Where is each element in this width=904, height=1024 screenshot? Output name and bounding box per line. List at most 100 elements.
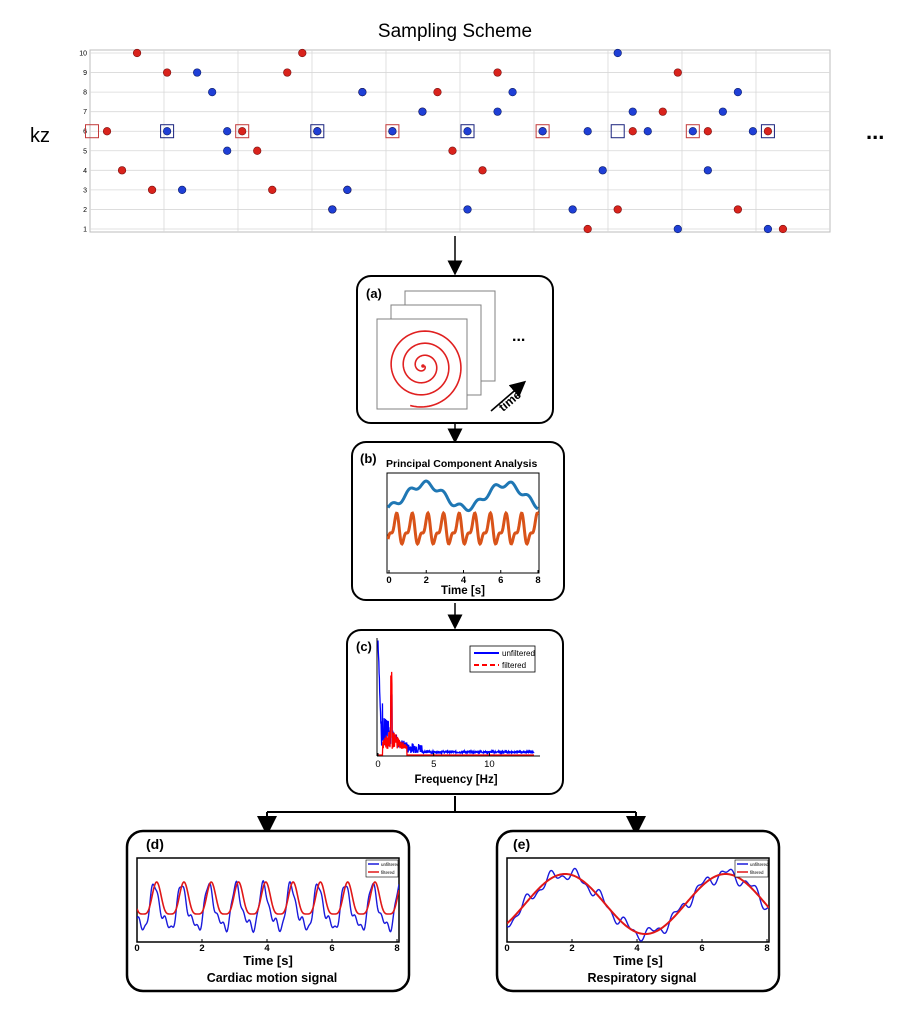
respiratory-filtered-line: [507, 872, 769, 936]
legend-filtered-label: filtered: [502, 661, 526, 670]
sample-point-blue: [613, 48, 622, 58]
panel-e-x-ticks: 0 2 4 6 8: [504, 939, 770, 954]
panel-b-title: Principal Component Analysis: [386, 458, 537, 470]
sample-point-red: [493, 68, 502, 77]
panel-a: (a) ... time: [356, 275, 554, 424]
sample-point-red: [102, 127, 112, 136]
panel-a-label: (a): [366, 286, 382, 301]
sample-point-blue: [508, 88, 517, 97]
sample-point-blue: [568, 205, 577, 214]
time-arrow: [490, 380, 527, 412]
kz-axis-label: kz: [30, 125, 50, 147]
x-tick-label: 4: [461, 575, 467, 586]
panel-d-axes: [136, 857, 400, 943]
panel-d-legend-unfiltered-label: unfiltered: [381, 862, 400, 867]
panel-c-legend-box: [469, 645, 536, 673]
y-tick-label: 5: [83, 148, 87, 155]
sample-point-red: [478, 166, 487, 175]
sample-point-red: [298, 48, 307, 58]
sample-point-blue: [643, 127, 652, 136]
x-tick-label: 0: [375, 759, 380, 770]
center-kz-box-blue: [610, 124, 625, 139]
sample-point-red: [448, 146, 457, 155]
sample-point-blue: [223, 127, 232, 136]
sample-point-blue: [208, 88, 217, 97]
sample-point-blue: [343, 185, 352, 194]
y-tick-label: 10: [79, 51, 87, 58]
sample-point-red: [583, 224, 592, 234]
x-tick-label: 8: [535, 575, 540, 586]
sample-point-red: [238, 127, 247, 136]
x-tick-label: 2: [569, 943, 574, 954]
sample-point-red: [163, 68, 172, 77]
sample-point-red: [703, 127, 712, 136]
sample-point-blue: [673, 224, 682, 234]
center-kz-box-red: [235, 124, 250, 139]
x-tick-label: 4: [634, 943, 640, 954]
x-tick-label: 8: [764, 943, 769, 954]
panel-c: (c) unfiltered filtered 0 5 10 Frequency […: [346, 629, 564, 795]
sample-point-blue: [628, 107, 637, 116]
sample-point-red: [433, 88, 442, 97]
sample-point-red: [763, 127, 773, 136]
panel-d-label: (d): [146, 836, 164, 852]
y-tick-label: 1: [83, 227, 87, 234]
x-tick-label: 8: [394, 943, 399, 954]
panel-d-xlabel: Time [s]: [243, 953, 293, 968]
sample-point-red: [658, 107, 667, 116]
center-kz-box-blue: [160, 124, 175, 139]
respiratory-unfiltered-line: [507, 867, 769, 942]
spiral-trajectory: [390, 330, 462, 408]
sample-point-red: [253, 146, 262, 155]
sample-point-red: [628, 127, 637, 136]
sample-point-blue: [388, 127, 397, 136]
sample-point-red: [673, 68, 682, 77]
sample-point-blue: [328, 205, 337, 214]
x-tick-label: 2: [424, 575, 429, 586]
panel-d-legend: unfiltered filtered: [365, 859, 400, 878]
sample-point-red: [283, 68, 292, 77]
sample-point-red: [147, 185, 157, 194]
panel-a-ellipsis: ...: [512, 328, 525, 345]
sample-point-blue: [313, 127, 322, 136]
panel-c-legend: unfiltered filtered: [469, 645, 536, 673]
panel-b: (b) Principal Component Analysis 0 2 4 6 8 T…: [351, 441, 565, 601]
panel-e-xlabel: Time [s]: [613, 953, 663, 968]
center-kz-box-red: [685, 124, 700, 139]
principal-component-1-line: [387, 479, 539, 513]
panel-d-legend-filtered-label: filtered: [381, 870, 395, 875]
panel-b-label: (b): [360, 451, 377, 466]
diagram-title: Sampling Scheme: [378, 21, 532, 42]
legend-unfiltered-label: unfiltered: [502, 649, 535, 658]
y-tick-label: 9: [83, 70, 87, 77]
x-tick-label: 6: [329, 943, 334, 954]
panel-b-xlabel: Time [s]: [441, 585, 485, 597]
sample-point-blue: [178, 185, 187, 194]
sample-point-blue: [193, 68, 202, 77]
sample-point-blue: [763, 224, 773, 234]
sample-point-blue: [223, 146, 232, 155]
sample-point-blue: [493, 107, 502, 116]
center-kz-box-red: [385, 124, 400, 139]
panel-e: (e) unfiltered filtered 0 2 4 6 8 Time [s] R…: [495, 829, 781, 993]
y-tick-label: 3: [83, 187, 87, 194]
y-tick-label: 2: [83, 207, 87, 214]
x-tick-label: 10: [484, 759, 495, 770]
panel-c-x-ticks: 0 5 10: [375, 753, 495, 770]
sample-point-blue: [463, 205, 472, 214]
spectrum-unfiltered-line: [377, 640, 535, 756]
sample-point-blue: [538, 127, 547, 136]
sample-point-red: [268, 185, 277, 194]
sample-point-blue: [358, 88, 367, 97]
sample-point-red: [778, 224, 788, 234]
continuation-ellipsis: ...: [866, 119, 884, 144]
panel-b-axes: [386, 472, 540, 574]
center-kz-box-blue: [310, 124, 325, 139]
spectrum-filtered-line: [378, 671, 534, 756]
sample-point-blue: [733, 88, 742, 97]
frame-stack-front: [376, 318, 468, 410]
panel-b-x-ticks: 0 2 4 6 8: [386, 570, 541, 586]
sample-point-blue: [703, 166, 712, 175]
